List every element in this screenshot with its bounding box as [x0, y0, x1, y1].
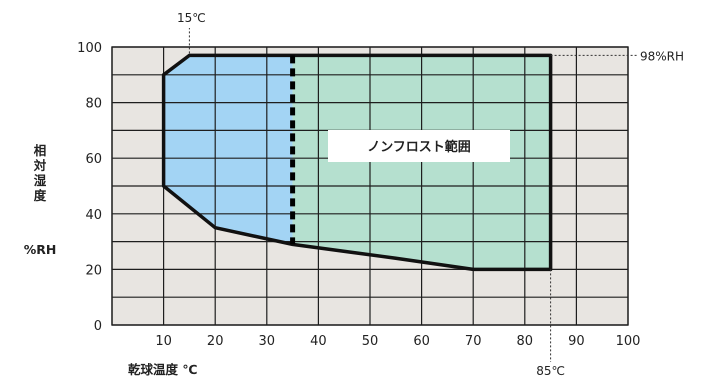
annotation-85c: 85℃	[536, 364, 565, 378]
x-tick-label: 50	[362, 334, 379, 349]
x-tick-label: 10	[155, 334, 172, 349]
x-tick-label: 40	[310, 334, 327, 349]
x-tick-label: 90	[568, 334, 585, 349]
y-tick-label: 20	[85, 263, 102, 278]
plot-frame	[111, 46, 629, 326]
x-axis-label: 乾球温度 ℃	[128, 362, 198, 377]
y-tick-label: 40	[85, 208, 102, 223]
y-tick-label: 100	[77, 41, 102, 56]
x-tick-label: 70	[465, 334, 482, 349]
x-tick-label: 80	[517, 334, 534, 349]
region-label: ノンフロスト範囲	[367, 139, 471, 155]
y-axis-unit: %RH	[24, 242, 57, 257]
y-axis-label-char: 相	[34, 143, 47, 158]
y-tick-label: 80	[85, 97, 102, 112]
y-tick-label: 0	[94, 319, 102, 334]
annotation-98rh: 98%RH	[640, 49, 684, 63]
x-tick-label: 20	[207, 334, 224, 349]
x-tick-label: 100	[616, 334, 641, 349]
x-tick-label: 60	[413, 334, 430, 349]
x-tick-label: 30	[259, 334, 276, 349]
region-label-box	[328, 130, 510, 162]
y-axis-label-char: 対	[33, 158, 47, 173]
y-axis-label-char: 度	[34, 188, 47, 203]
annotation-15c: 15℃	[177, 11, 206, 25]
y-axis-label-char: 湿	[34, 173, 47, 188]
y-tick-label: 60	[85, 152, 102, 167]
